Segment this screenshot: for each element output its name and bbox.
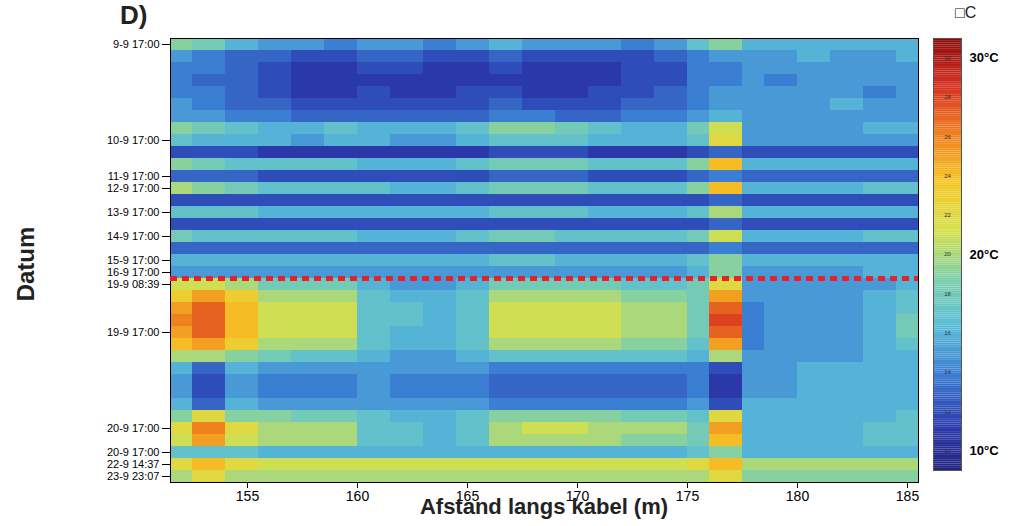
svg-text:10°C: 10°C <box>970 443 1000 458</box>
svg-text:20-9 17:00: 20-9 17:00 <box>107 446 160 458</box>
svg-text:26: 26 <box>944 134 951 140</box>
svg-text:22: 22 <box>944 212 951 218</box>
svg-text:160: 160 <box>346 488 370 504</box>
svg-text:13-9 17:00: 13-9 17:00 <box>107 206 160 218</box>
svg-text:16: 16 <box>944 330 951 336</box>
svg-text:15-9 17:00: 15-9 17:00 <box>107 254 160 266</box>
svg-text:14: 14 <box>944 369 951 375</box>
svg-text:18: 18 <box>944 291 951 297</box>
svg-text:185: 185 <box>896 488 920 504</box>
svg-text:30: 30 <box>944 55 951 61</box>
svg-text:19-9 17:00: 19-9 17:00 <box>107 326 160 338</box>
html-text:D): D) <box>120 0 148 30</box>
svg-text:12: 12 <box>944 409 951 415</box>
svg-text:20: 20 <box>944 251 951 257</box>
svg-text:175: 175 <box>676 488 700 504</box>
svg-text:14-9 17:00: 14-9 17:00 <box>107 230 160 242</box>
svg-text:10-9 17:00: 10-9 17:00 <box>107 134 160 146</box>
svg-text:30°C: 30°C <box>970 50 1000 65</box>
html-text:Datum: Datum <box>12 226 39 302</box>
svg-text:24: 24 <box>944 173 951 179</box>
svg-text:11-9 17:00: 11-9 17:00 <box>108 170 160 182</box>
svg-text:23-9 23:07: 23-9 23:07 <box>107 470 160 482</box>
svg-text:20-9 17:00: 20-9 17:00 <box>107 422 160 434</box>
svg-text:9-9 17:00: 9-9 17:00 <box>113 38 159 50</box>
svg-text:20°C: 20°C <box>970 247 1000 262</box>
svg-text:10: 10 <box>944 448 951 454</box>
svg-text:180: 180 <box>786 488 810 504</box>
svg-text:22-9 14:37: 22-9 14:37 <box>107 458 160 470</box>
html-text:□C: □C <box>955 4 977 21</box>
svg-text:12-9 17:00: 12-9 17:00 <box>107 182 160 194</box>
svg-text:16-9 17:00: 16-9 17:00 <box>107 266 160 278</box>
svg-text:155: 155 <box>236 488 260 504</box>
html-text:Afstand langs kabel (m): Afstand langs kabel (m) <box>419 494 669 519</box>
svg-text:28: 28 <box>944 94 951 100</box>
svg-text:19-9 08:39: 19-9 08:39 <box>107 278 160 290</box>
